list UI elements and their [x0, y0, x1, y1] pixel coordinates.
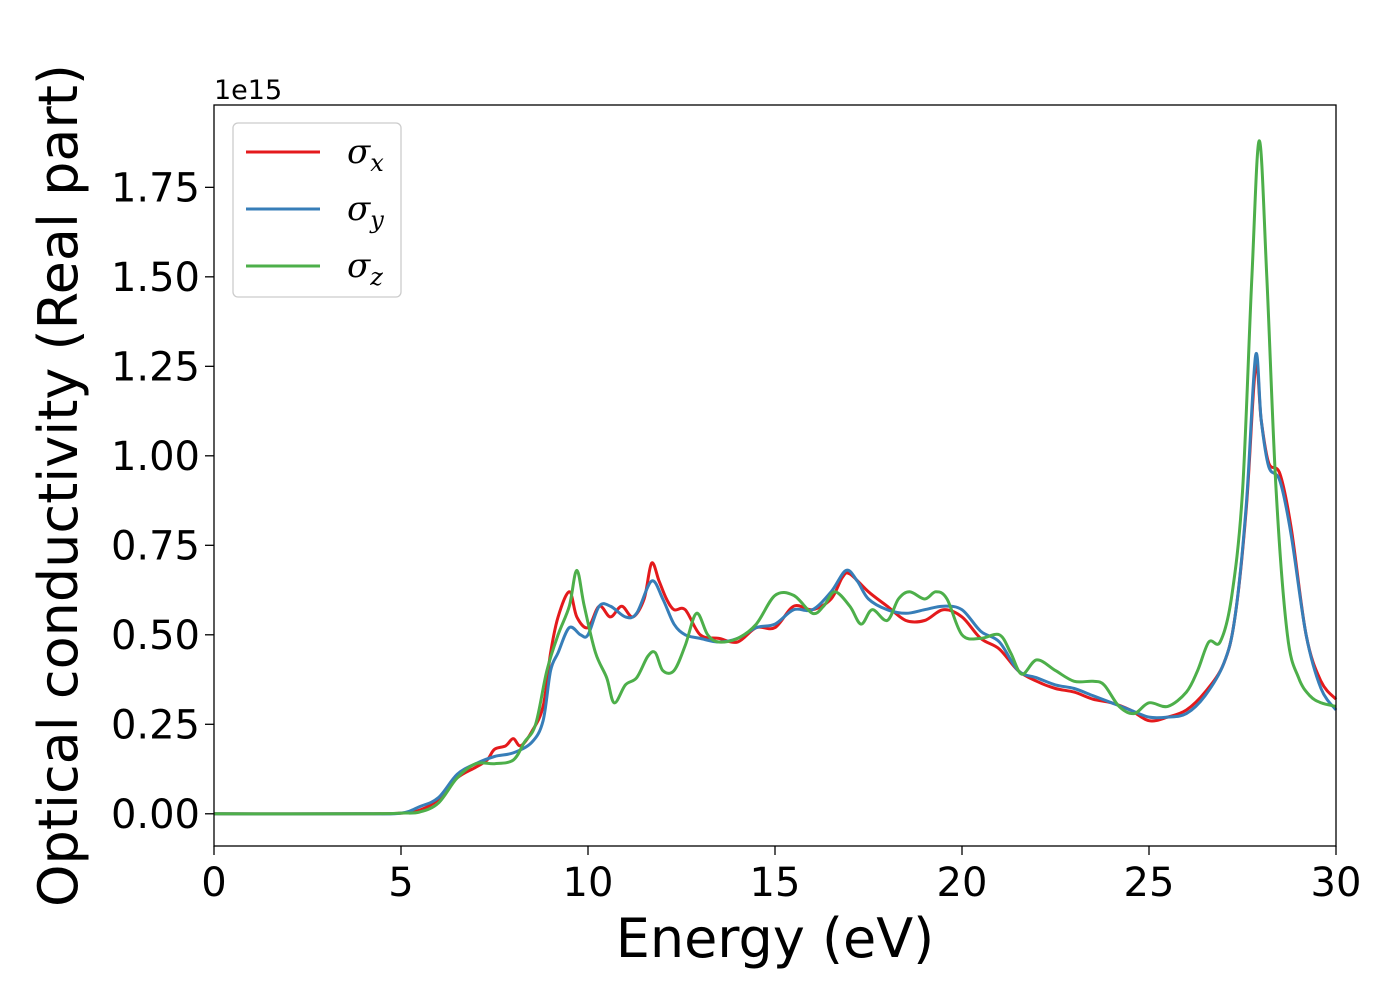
x-tick-label: 15 — [750, 860, 801, 906]
y-tick-label: 1.00 — [111, 434, 200, 480]
series-line-z — [213, 139, 1337, 816]
series-line-y — [213, 351, 1338, 816]
x-tick-label: 5 — [388, 860, 413, 906]
legend-label-x: σx — [347, 132, 384, 177]
legend-label-y: σy — [347, 189, 384, 234]
y-axis-title: Optical conductivity (Real part) — [27, 64, 90, 907]
legend-label-z: σz — [347, 246, 383, 291]
x-tick-label: 10 — [563, 860, 614, 906]
y-axis: 0.00 0.25 0.50 0.75 1.00 1.25 1.50 1.75 — [111, 165, 214, 838]
x-tick-label: 20 — [937, 860, 988, 906]
x-tick-label: 25 — [1124, 860, 1175, 906]
y-tick-label: 0.00 — [111, 792, 200, 838]
y-tick-label: 0.75 — [111, 523, 200, 569]
y-tick-label: 0.50 — [111, 613, 200, 659]
y-tick-label: 1.75 — [111, 165, 200, 211]
x-tick-label: 30 — [1311, 860, 1362, 906]
y-tick-label: 1.25 — [111, 344, 200, 390]
x-axis-title: Energy (eV) — [616, 907, 935, 970]
x-tick-label: 0 — [201, 860, 226, 906]
x-axis: 0 5 10 15 20 25 30 — [201, 846, 1361, 906]
plot-lines — [213, 139, 1338, 816]
legend: σx σy σz — [232, 122, 402, 298]
y-tick-label: 0.25 — [111, 702, 200, 748]
y-offset-label: 1e15 — [214, 75, 282, 106]
series-line-x — [213, 362, 1338, 816]
y-tick-label: 1.50 — [111, 255, 200, 301]
